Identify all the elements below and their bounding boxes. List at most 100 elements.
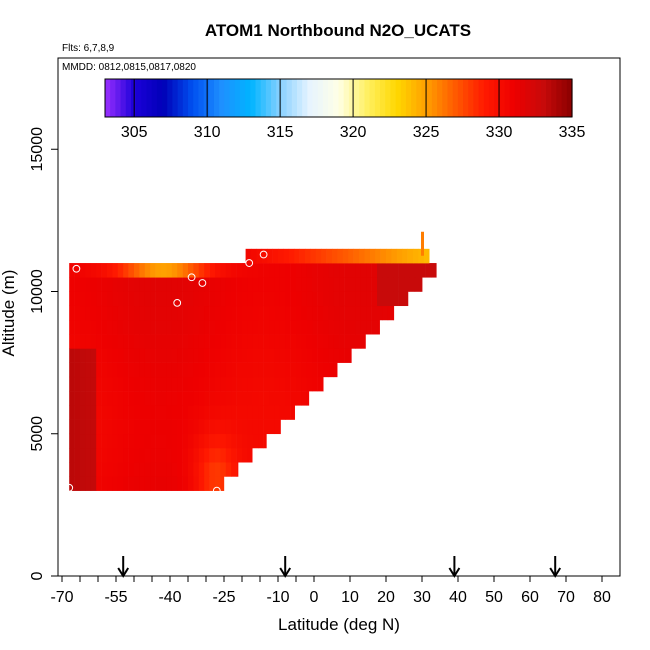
curtain-cell	[225, 305, 232, 321]
curtain-cell	[123, 447, 129, 463]
curtain-cell	[242, 277, 248, 292]
curtain-cell	[301, 376, 308, 392]
y-tick-label: 0	[29, 571, 46, 580]
curtain-cell	[236, 319, 243, 335]
curtain-cell	[112, 319, 119, 335]
curtain-cell	[328, 305, 335, 321]
curtain-cell	[107, 376, 113, 392]
curtain-cell	[312, 305, 318, 321]
curtain-cell	[177, 291, 183, 307]
curtain-cell	[258, 263, 264, 278]
curtain-cell	[171, 462, 178, 477]
colorbar-swatch	[400, 79, 407, 117]
curtain-cell	[274, 376, 281, 392]
curtain-cell	[296, 362, 302, 378]
x-tick-label: 80	[593, 589, 611, 606]
colorbar-swatch	[322, 79, 329, 117]
curtain-cell	[326, 248, 333, 264]
curtain-cell	[90, 263, 97, 278]
colorbar-swatch	[442, 79, 449, 117]
curtain-cell	[134, 291, 140, 307]
colorbar-swatch	[478, 79, 485, 117]
colorbar: 305 310 315 320 325 330 335	[104, 78, 585, 141]
colorbar-swatch	[167, 79, 174, 117]
curtain-cell	[296, 348, 302, 363]
curtain-cell	[112, 348, 119, 363]
curtain-cell	[101, 291, 108, 307]
curtain-cell	[128, 433, 135, 449]
curtain-cell	[398, 277, 405, 292]
curtain-cell	[258, 305, 264, 321]
curtain-cell	[398, 263, 405, 278]
colorbar-swatch	[110, 79, 116, 117]
curtain-cell	[339, 305, 345, 321]
curtain-cell	[236, 419, 243, 435]
curtain-cell	[69, 476, 75, 491]
curtain-cell	[117, 291, 124, 307]
curtain-cell	[209, 462, 216, 477]
colorbar-swatch	[421, 79, 428, 117]
curtain-cell	[323, 376, 324, 392]
colorbar-swatch	[556, 79, 563, 117]
curtain-cell	[107, 462, 113, 477]
curtain-cell	[301, 305, 308, 321]
curtain-cell	[209, 376, 216, 392]
curtain-cell	[398, 291, 405, 307]
curtain-cell	[269, 376, 275, 392]
curtain-cell	[128, 263, 135, 278]
curtain-cell	[144, 334, 151, 349]
colorbar-swatch	[151, 79, 158, 117]
curtain-cell	[69, 305, 75, 321]
curtain-cell	[288, 248, 295, 264]
curtain-cell	[204, 277, 210, 292]
curtain-cell	[339, 263, 345, 278]
curtain-cell	[404, 277, 410, 292]
curtain-cell	[182, 462, 189, 477]
colorbar-swatch	[177, 79, 184, 117]
curtain-cell	[161, 291, 167, 307]
curtain-cell	[285, 391, 291, 406]
curtain-cell	[139, 334, 146, 349]
x-tick-label: 0	[310, 589, 319, 606]
curtain-cell	[193, 263, 200, 278]
curtain-cell	[155, 433, 162, 449]
curtain-cell	[209, 348, 216, 363]
curtain-cell	[339, 319, 345, 335]
curtain-cell	[166, 405, 173, 420]
curtain-cell	[269, 263, 275, 278]
curtain-cell	[85, 376, 92, 392]
curtain-cell	[166, 462, 173, 477]
curtain-cell	[215, 291, 221, 307]
curtain-cell	[252, 376, 259, 392]
curtain-cell	[198, 291, 205, 307]
curtain-cell	[90, 391, 97, 406]
curtain-cell	[348, 248, 354, 264]
curtain-cell	[323, 305, 329, 321]
colorbar-swatch	[333, 79, 340, 117]
curtain-cell	[220, 263, 227, 278]
curtain-cell	[301, 291, 308, 307]
curtain-cell	[74, 305, 81, 321]
curtain-cell	[285, 319, 291, 335]
curtain-cell	[101, 462, 108, 477]
curtain-cell	[220, 334, 227, 349]
x-tick-label: 70	[557, 589, 575, 606]
curtain-cell	[220, 362, 227, 378]
curtain-cell	[139, 319, 146, 335]
colorbar-tick-label: 320	[340, 124, 367, 141]
curtain-cell	[188, 319, 194, 335]
curtain-cell	[323, 362, 329, 378]
curtain-cell	[182, 348, 189, 363]
curtain-cell	[150, 405, 156, 420]
curtain-cell	[123, 391, 129, 406]
curtain-cell	[247, 277, 254, 292]
curtain-cell	[215, 391, 221, 406]
curtain-cell	[161, 376, 167, 392]
curtain-cell	[413, 248, 419, 264]
curtain-cell	[242, 291, 248, 307]
curtain-cell	[350, 277, 356, 292]
curtain-cell	[198, 348, 205, 363]
curtain-cell	[323, 277, 329, 292]
curtain-cell	[182, 447, 189, 463]
observation-point	[72, 264, 81, 273]
